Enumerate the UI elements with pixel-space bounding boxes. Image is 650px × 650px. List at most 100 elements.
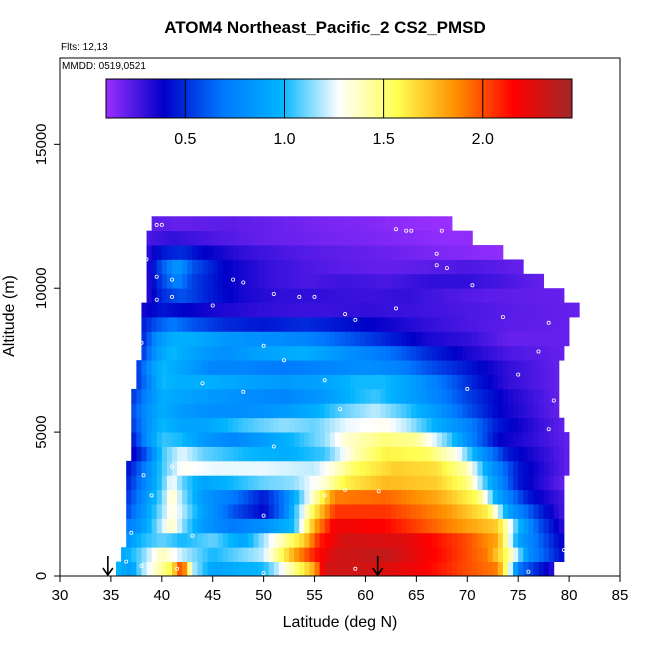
heatmap-cell — [212, 403, 219, 419]
heatmap-cell — [345, 417, 351, 433]
heatmap-cell — [467, 273, 473, 289]
heatmap-cell — [294, 388, 300, 404]
heatmap-cell — [477, 331, 483, 347]
heatmap-cell — [212, 245, 219, 260]
heatmap-cell — [248, 403, 254, 419]
heatmap-cell — [268, 561, 275, 577]
heatmap-cell — [161, 317, 168, 332]
heatmap-cell — [253, 288, 259, 304]
heatmap-cell — [452, 561, 458, 577]
heatmap-cell — [401, 403, 407, 419]
heatmap-cell — [492, 532, 499, 548]
heatmap-cell — [411, 345, 417, 361]
heatmap-cell — [202, 518, 209, 534]
heatmap-cell — [401, 547, 407, 563]
heatmap-cell — [431, 532, 438, 548]
heatmap-cell — [340, 216, 346, 232]
heatmap-cell — [187, 302, 193, 318]
heatmap-cell — [238, 374, 244, 390]
heatmap-cell — [289, 475, 295, 491]
heatmap-cell — [457, 561, 463, 577]
heatmap-cell — [136, 460, 142, 476]
heatmap-cell — [406, 317, 412, 332]
heatmap-cell — [385, 288, 392, 304]
heatmap-cell — [406, 547, 412, 563]
heatmap-cell — [126, 460, 132, 476]
heatmap-cell — [385, 302, 392, 318]
heatmap-cell — [182, 489, 188, 505]
heatmap-cell — [207, 489, 214, 505]
heatmap-cell — [472, 518, 478, 534]
heatmap-cell — [151, 475, 158, 491]
heatmap-cell — [309, 259, 315, 275]
heatmap-cell — [497, 388, 504, 404]
heatmap-cell — [278, 273, 285, 289]
heatmap-cell — [273, 216, 280, 232]
heatmap-cell — [462, 331, 468, 347]
heatmap-cell — [416, 259, 422, 275]
observation-point — [154, 274, 159, 279]
heatmap-cell — [299, 302, 305, 318]
observation-point — [139, 563, 144, 568]
heatmap-cell — [289, 504, 295, 519]
heatmap-cell — [309, 432, 315, 447]
heatmap-cell — [172, 403, 178, 419]
heatmap-cell — [431, 345, 438, 361]
heatmap-cell — [273, 230, 280, 246]
heatmap-cell — [156, 388, 163, 404]
heatmap-cell — [192, 561, 198, 577]
heatmap-cell — [278, 561, 285, 577]
heatmap-cell — [340, 446, 346, 462]
heatmap-cell — [355, 259, 361, 275]
heatmap-cell — [268, 388, 275, 404]
heatmap-cell — [462, 561, 468, 577]
heatmap-cell — [319, 561, 326, 577]
heatmap-cell — [446, 518, 453, 534]
heatmap-cell — [177, 388, 183, 404]
heatmap-cell — [248, 547, 254, 563]
heatmap-cell — [487, 432, 494, 447]
heatmap-cell — [523, 273, 529, 289]
heatmap-cell — [441, 547, 448, 563]
heatmap-cell — [324, 561, 331, 577]
heatmap-cell — [289, 288, 295, 304]
heatmap-cell — [533, 561, 539, 577]
heatmap-cell — [217, 460, 224, 476]
heatmap-cell — [273, 417, 280, 433]
heatmap-cell — [207, 403, 214, 419]
heatmap-cell — [518, 532, 524, 548]
heatmap-cell — [472, 532, 478, 548]
heatmap-cell — [370, 446, 377, 462]
heatmap-cell — [543, 561, 550, 577]
heatmap-cell — [192, 345, 198, 361]
heatmap-cell — [217, 504, 224, 519]
observation-point — [439, 228, 444, 233]
heatmap-cell — [156, 230, 163, 246]
heatmap-cell — [177, 561, 183, 577]
heatmap-cell — [294, 360, 300, 375]
heatmap-cell — [548, 460, 555, 476]
heatmap-cell — [299, 561, 305, 577]
observation-point — [169, 294, 174, 299]
heatmap-cell — [431, 417, 438, 433]
heatmap-cell — [294, 331, 300, 347]
heatmap-cell — [533, 345, 539, 361]
heatmap-cell — [462, 532, 468, 548]
heatmap-cell — [192, 446, 198, 462]
heatmap-cell — [151, 489, 158, 505]
heatmap-cell — [187, 230, 193, 246]
heatmap-cell — [513, 432, 519, 447]
heatmap-cell — [538, 532, 545, 548]
heatmap-cell — [258, 374, 265, 390]
heatmap-cell — [177, 245, 183, 260]
heatmap-cell — [421, 317, 427, 332]
heatmap-cell — [411, 302, 417, 318]
heatmap-cell — [304, 432, 310, 447]
heatmap-cell — [370, 230, 377, 246]
heatmap-cell — [284, 417, 290, 433]
heatmap-cell — [487, 460, 494, 476]
heatmap-cell — [457, 345, 463, 361]
heatmap-cell — [518, 460, 524, 476]
heatmap-cell — [268, 259, 275, 275]
heatmap-cell — [513, 547, 519, 563]
